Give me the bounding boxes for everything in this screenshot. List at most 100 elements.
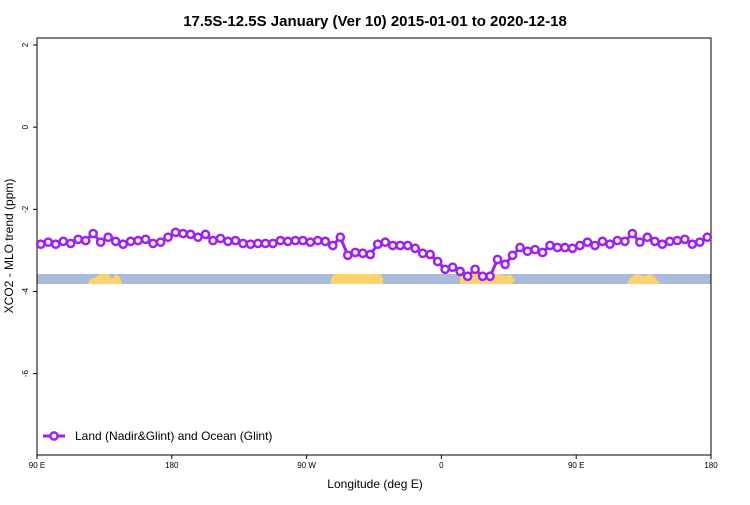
data-point: [372, 239, 383, 250]
data-point: [657, 239, 668, 250]
data-point: [597, 236, 608, 247]
data-point: [432, 256, 443, 267]
y-tick-label: -6: [21, 370, 30, 378]
data-point: [238, 238, 248, 249]
data-point: [470, 264, 480, 275]
data-point: [522, 246, 533, 257]
data-point: [208, 235, 218, 246]
data-point: [305, 237, 316, 248]
data-point: [290, 235, 301, 246]
data-point: [575, 240, 585, 251]
data-point: [455, 266, 465, 277]
data-point: [590, 240, 600, 251]
data-point: [567, 243, 578, 254]
data-point: [694, 237, 705, 248]
data-point: [395, 240, 406, 251]
data-point: [327, 240, 338, 251]
data-point: [537, 247, 548, 258]
data-point: [447, 262, 458, 273]
data-point: [110, 236, 121, 247]
y-axis-label: XCO2 - MLO trend (ppm): [2, 179, 16, 314]
data-point: [635, 237, 645, 248]
y-tick-label: 2: [21, 42, 30, 47]
data-point: [103, 232, 113, 243]
data-point: [500, 259, 510, 270]
data-point: [95, 237, 106, 248]
data-point: [642, 232, 653, 243]
legend-swatch-point: [49, 431, 59, 441]
data-point: [43, 237, 54, 248]
land-patch: [330, 274, 383, 284]
y-tick-label: 0: [21, 124, 30, 129]
data-point: [492, 254, 503, 265]
data-point: [80, 235, 91, 246]
data-point: [560, 242, 570, 253]
data-point: [133, 235, 143, 246]
data-point: [125, 236, 136, 247]
data-point: [440, 264, 450, 275]
x-tick-label: 180: [165, 461, 179, 470]
data-point: [687, 239, 698, 250]
data-point: [365, 249, 376, 260]
data-point: [417, 248, 428, 259]
data-point: [35, 239, 46, 250]
data-point: [185, 229, 196, 240]
data-point: [312, 235, 323, 246]
data-point: [485, 271, 495, 282]
data-point: [65, 238, 76, 249]
data-point: [320, 236, 331, 247]
data-point: [507, 250, 518, 261]
data-point: [387, 240, 398, 251]
data-point: [163, 232, 173, 243]
data-point: [477, 271, 488, 282]
land-ocean-strip: [37, 274, 711, 284]
data-point: [283, 236, 293, 247]
data-point: [230, 235, 241, 246]
data-point: [545, 240, 555, 251]
data-point: [649, 236, 660, 247]
x-tick-label: 0: [439, 461, 444, 470]
x-tick-label: 90 W: [297, 461, 316, 470]
land-patch: [88, 274, 122, 284]
data-point: [178, 228, 188, 239]
land-patch: [627, 274, 660, 284]
data-point: [118, 239, 128, 250]
data-point: [148, 238, 158, 249]
data-point: [268, 238, 278, 249]
data-point: [515, 242, 525, 253]
data-point: [627, 228, 638, 239]
data-point: [335, 232, 346, 243]
data-point: [350, 247, 361, 258]
legend-label: Land (Nadir&Glint) and Ocean (Glint): [75, 429, 272, 443]
x-tick-label: 90 E: [29, 461, 45, 470]
data-point: [58, 236, 69, 247]
data-point: [88, 228, 99, 239]
data-point: [215, 233, 226, 244]
data-point: [552, 242, 563, 253]
data-point: [530, 244, 540, 255]
data-point: [612, 235, 623, 246]
data-point: [298, 235, 308, 246]
data-point: [140, 234, 151, 245]
data-point: [582, 237, 593, 248]
data-point: [73, 234, 84, 245]
data-point: [410, 243, 421, 254]
x-tick-label: 180: [704, 461, 718, 470]
data-point: [605, 239, 615, 250]
data-point: [357, 248, 368, 259]
data-point: [664, 236, 675, 247]
data-point: [253, 238, 263, 249]
data-point: [155, 237, 166, 248]
data-point: [672, 235, 683, 246]
y-tick-label: -2: [21, 205, 30, 213]
data-point: [170, 227, 181, 238]
data-point: [193, 232, 203, 243]
data-point: [425, 249, 436, 260]
data-point: [275, 235, 286, 246]
x-tick-label: 90 E: [568, 461, 584, 470]
data-point: [50, 239, 61, 250]
data-point: [245, 239, 256, 250]
data-point: [260, 238, 271, 249]
